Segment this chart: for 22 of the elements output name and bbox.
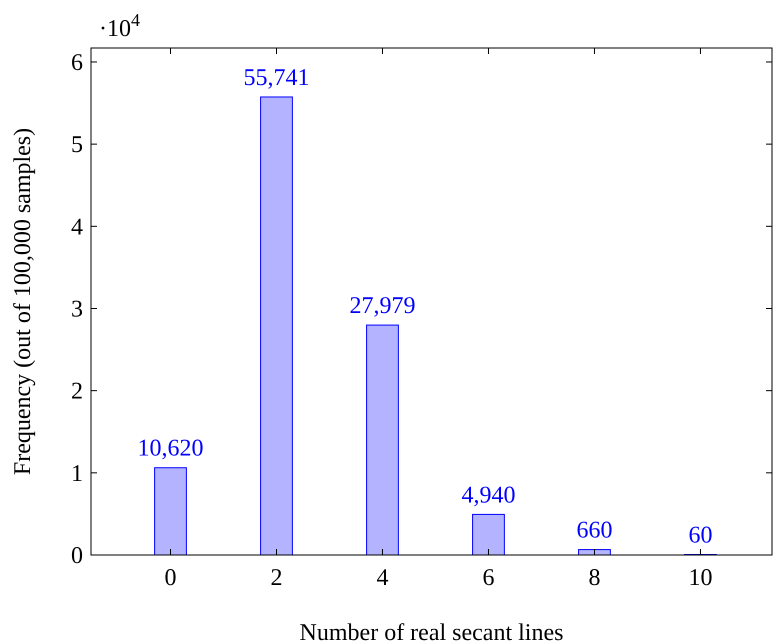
y-tick-label: 6: [71, 50, 83, 76]
y-tick-label: 0: [71, 543, 83, 569]
x-tick-label: 10: [688, 565, 712, 591]
y-tick-label: 2: [71, 378, 83, 405]
y-tick-label: 3: [71, 296, 83, 322]
y-tick-label: 5: [71, 132, 83, 158]
y-tick-label: 4: [71, 214, 83, 240]
annotation: 660: [576, 518, 612, 544]
x-tick-label: 2: [270, 565, 282, 591]
y-tick-label: 1: [71, 460, 83, 487]
x-tick-label: 0: [164, 565, 176, 591]
x-tick-label: 8: [588, 565, 600, 591]
annotation: 55,741: [243, 64, 310, 91]
text: ·10$^{4}$: [99, 10, 140, 42]
annotation: 10,620: [137, 436, 204, 462]
x-tick-label: 4: [376, 565, 388, 591]
annotation: 27,979: [349, 293, 416, 320]
x-tick-label: 6: [482, 565, 494, 591]
annotation: 4,940: [461, 482, 516, 508]
y-axis-title: Frequency (out of 100,000 samples): [10, 128, 36, 476]
x-axis-title: Number of real secant lines: [300, 620, 564, 644]
annotation: 60: [688, 522, 712, 549]
